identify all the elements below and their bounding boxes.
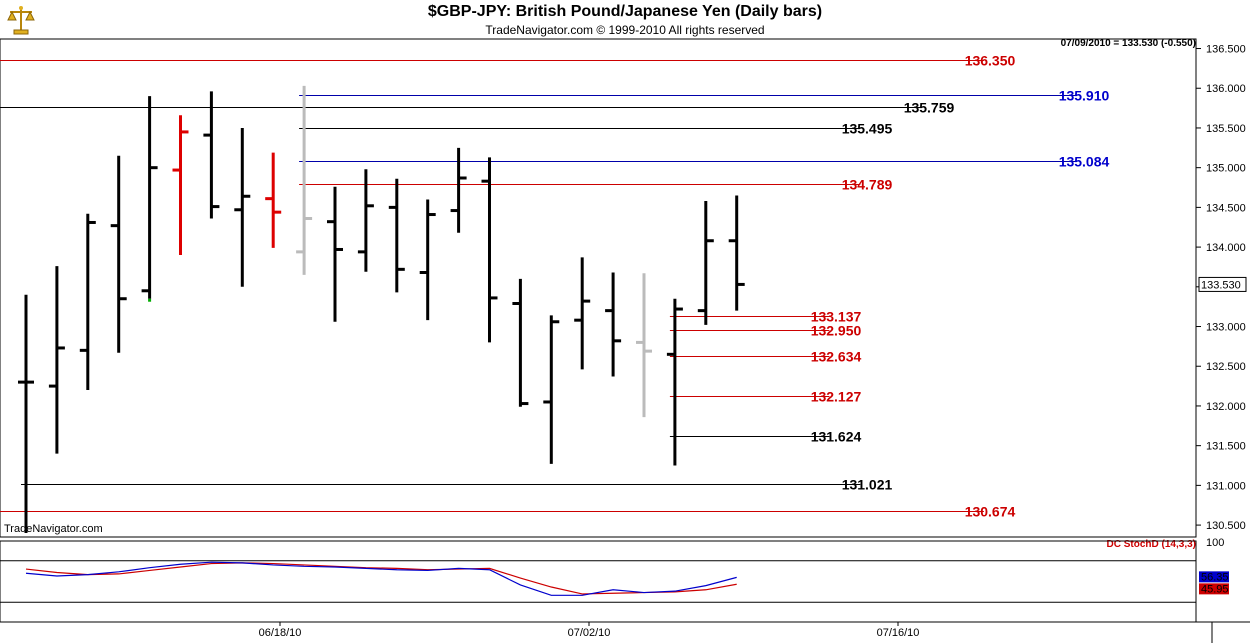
current-price-label: 133.530 — [1201, 279, 1241, 291]
x-tick-label: 06/18/10 — [259, 627, 302, 639]
level-label: 132.950 — [811, 323, 862, 339]
y-tick-label: 132.000 — [1206, 401, 1246, 413]
level-label: 132.127 — [811, 389, 862, 405]
stochastic-d-value: 45.95 — [1201, 583, 1229, 595]
y-tick-label: 134.500 — [1206, 202, 1246, 214]
price-panel-frame — [0, 38, 1197, 538]
x-tick-label: 07/16/10 — [877, 627, 920, 639]
stochastic-k-box — [1199, 571, 1229, 583]
level-label: 136.350 — [965, 53, 1016, 69]
y-tick-label: 134.000 — [1206, 242, 1246, 254]
stochastic-d-line — [25, 562, 737, 595]
y-tick-label: 130.500 — [1206, 520, 1246, 532]
y-tick-label: 131.500 — [1206, 441, 1246, 453]
level-label: 135.910 — [1059, 88, 1110, 104]
y-tick-label: 131.000 — [1206, 480, 1246, 492]
chart-title: $GBP-JPY: British Pound/Japanese Yen (Da… — [427, 3, 823, 20]
stochastic-d-box — [1199, 583, 1229, 595]
level-label: 134.789 — [842, 177, 893, 193]
y-tick-label: 136.000 — [1206, 83, 1246, 95]
level-label: 131.021 — [842, 477, 893, 493]
current-price-box — [1198, 276, 1247, 292]
stochastic-panel-frame — [0, 540, 1197, 623]
y-tick-label: 135.500 — [1206, 123, 1246, 135]
level-label: 135.084 — [1059, 154, 1110, 170]
level-label: 135.759 — [904, 100, 955, 116]
x-tick-label: 07/02/10 — [568, 627, 611, 639]
watermark: TradeNavigator.com — [4, 523, 103, 535]
stochastic-label: DC StochD (14,3,3) — [1106, 539, 1196, 550]
scales-icon — [6, 4, 36, 36]
stochastic-y-tick: 100 — [1206, 537, 1224, 549]
level-label: 130.674 — [965, 504, 1016, 520]
stochastic-k-line — [25, 561, 737, 596]
stochastic-k-value: 56.35 — [1201, 571, 1229, 583]
level-label: 131.624 — [811, 429, 862, 445]
level-label: 135.495 — [842, 121, 893, 137]
level-label: 132.634 — [811, 349, 862, 365]
y-tick-label: 135.000 — [1206, 163, 1246, 175]
y-tick-label: 132.500 — [1206, 361, 1246, 373]
chart-subtitle: TradeNavigator.com © 1999-2010 All right… — [485, 23, 765, 37]
y-tick-label: 133.000 — [1206, 322, 1246, 334]
y-tick-label: 136.500 — [1206, 44, 1246, 56]
last-price-info: 07/09/2010 = 133.530 (-0.550) — [1060, 38, 1196, 49]
level-label: 133.137 — [811, 309, 862, 325]
